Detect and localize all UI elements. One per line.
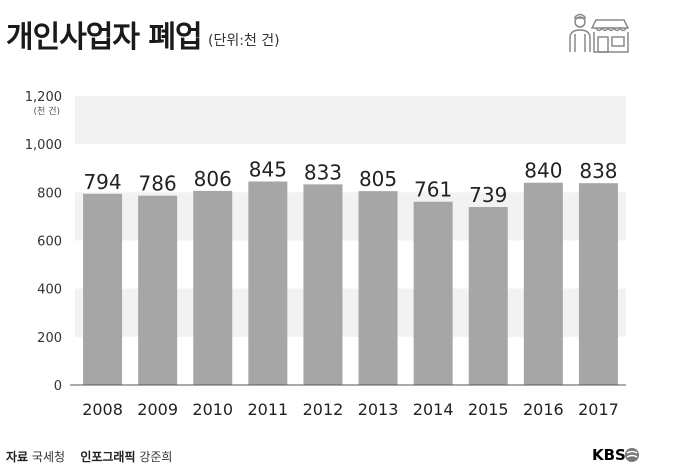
bar [523,182,563,385]
bar [248,181,288,385]
source-value: 국세청 [31,450,66,464]
credits: 자료 국세청 인포그래픽 강준희 [6,448,172,465]
shopkeeper-icon [569,13,630,53]
y-tick-label: 800 [37,186,62,201]
bar [138,195,178,385]
bar [193,190,233,385]
unit-note: (단위:천 건) [208,33,280,49]
page-title: 개인사업자 폐업 [6,20,203,55]
x-tick-label: 2016 [523,400,564,419]
data-label: 806 [194,167,232,191]
data-label: 805 [359,167,397,191]
data-label: 833 [304,160,342,184]
x-tick-label: 2011 [247,400,288,419]
logo-text: KBS [592,446,626,464]
y-tick-label: 0 [54,379,62,394]
y-unit-label: (천 건) [34,106,60,117]
data-label: 840 [524,159,562,183]
y-tick-label: 1,200 [25,90,62,105]
grid-band [75,96,626,145]
kbs-logo: KBS [592,446,639,464]
y-tick-label: 200 [37,331,62,346]
bar-chart: 0 200 400 600 800 1,000 1,200(천 건) 794 2008 786 20… [25,90,626,419]
y-tick-label: 600 [37,235,62,250]
data-label: 786 [139,172,177,196]
x-tick-label: 2010 [192,400,233,419]
bar [413,201,453,385]
x-tick-label: 2017 [578,400,619,419]
bar [578,183,618,385]
y-tick-label: 400 [37,283,62,298]
bar [303,184,343,385]
bar [468,207,508,385]
source-label: 자료 [6,450,29,464]
bar [83,193,123,385]
graphic-value: 강준희 [139,450,173,464]
data-label: 761 [414,178,452,202]
data-label: 838 [579,159,617,183]
logo-mark-icon [625,448,639,462]
x-tick-label: 2015 [468,400,509,419]
data-label: 794 [83,170,121,194]
x-tick-label: 2014 [413,400,454,419]
x-tick-label: 2012 [303,400,344,419]
y-tick-label: 1,000 [25,138,62,153]
graphic-label: 인포그래픽 [80,450,136,464]
x-tick-label: 2013 [358,400,399,419]
x-tick-label: 2008 [82,400,123,419]
data-label: 845 [249,157,287,181]
data-label: 739 [469,183,507,207]
x-tick-label: 2009 [137,400,178,419]
bar [358,191,398,385]
